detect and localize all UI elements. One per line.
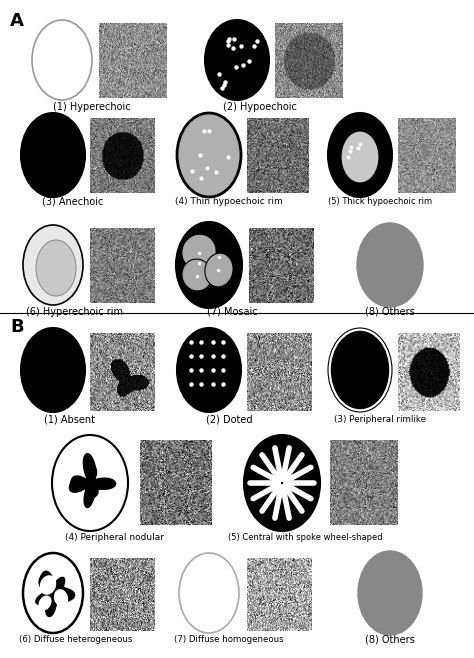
Text: (3) Peripheral rimlike: (3) Peripheral rimlike xyxy=(334,415,426,424)
Text: (8) Others: (8) Others xyxy=(365,635,415,645)
Ellipse shape xyxy=(40,575,56,595)
Polygon shape xyxy=(36,571,74,617)
Text: (7) Mosaic: (7) Mosaic xyxy=(207,307,257,317)
Ellipse shape xyxy=(21,328,85,412)
Text: B: B xyxy=(10,318,24,336)
Ellipse shape xyxy=(328,113,392,197)
Ellipse shape xyxy=(32,20,92,100)
Text: (4) Peripheral nodular: (4) Peripheral nodular xyxy=(65,533,164,542)
Ellipse shape xyxy=(205,20,269,100)
Text: (6) Hyperechoic rim: (6) Hyperechoic rim xyxy=(27,307,124,317)
Ellipse shape xyxy=(358,551,422,635)
Ellipse shape xyxy=(176,222,242,308)
Text: (5) Thick hypoechoic rim: (5) Thick hypoechoic rim xyxy=(328,197,432,206)
Text: (4) Thin hypoechoic rim: (4) Thin hypoechoic rim xyxy=(175,197,283,206)
Ellipse shape xyxy=(21,113,85,197)
Ellipse shape xyxy=(244,435,320,531)
Ellipse shape xyxy=(179,553,239,633)
Ellipse shape xyxy=(38,595,52,611)
Text: (1) Hyperechoic: (1) Hyperechoic xyxy=(53,102,131,112)
Text: (2) Doted: (2) Doted xyxy=(206,415,252,425)
Ellipse shape xyxy=(23,225,83,305)
Ellipse shape xyxy=(182,234,216,270)
Ellipse shape xyxy=(36,240,76,296)
Ellipse shape xyxy=(23,553,83,633)
Ellipse shape xyxy=(182,259,212,291)
Ellipse shape xyxy=(177,328,241,412)
Polygon shape xyxy=(69,454,116,507)
Text: (5) Central with spoke wheel-shaped: (5) Central with spoke wheel-shaped xyxy=(228,533,383,542)
Ellipse shape xyxy=(341,131,379,183)
Text: A: A xyxy=(10,12,24,30)
Text: (7) Diffuse homogeneous: (7) Diffuse homogeneous xyxy=(174,635,284,644)
Text: (1) Absent: (1) Absent xyxy=(45,415,95,425)
Text: (8) Others: (8) Others xyxy=(365,307,415,317)
Text: (3) Anechoic: (3) Anechoic xyxy=(42,197,104,207)
Ellipse shape xyxy=(357,223,423,307)
Ellipse shape xyxy=(328,328,392,412)
Text: (6) Diffuse heterogeneous: (6) Diffuse heterogeneous xyxy=(19,635,133,644)
Ellipse shape xyxy=(52,435,128,531)
Ellipse shape xyxy=(54,589,68,607)
Ellipse shape xyxy=(177,113,241,197)
Text: (2) Hypoechoic: (2) Hypoechoic xyxy=(223,102,297,112)
Ellipse shape xyxy=(205,253,233,287)
